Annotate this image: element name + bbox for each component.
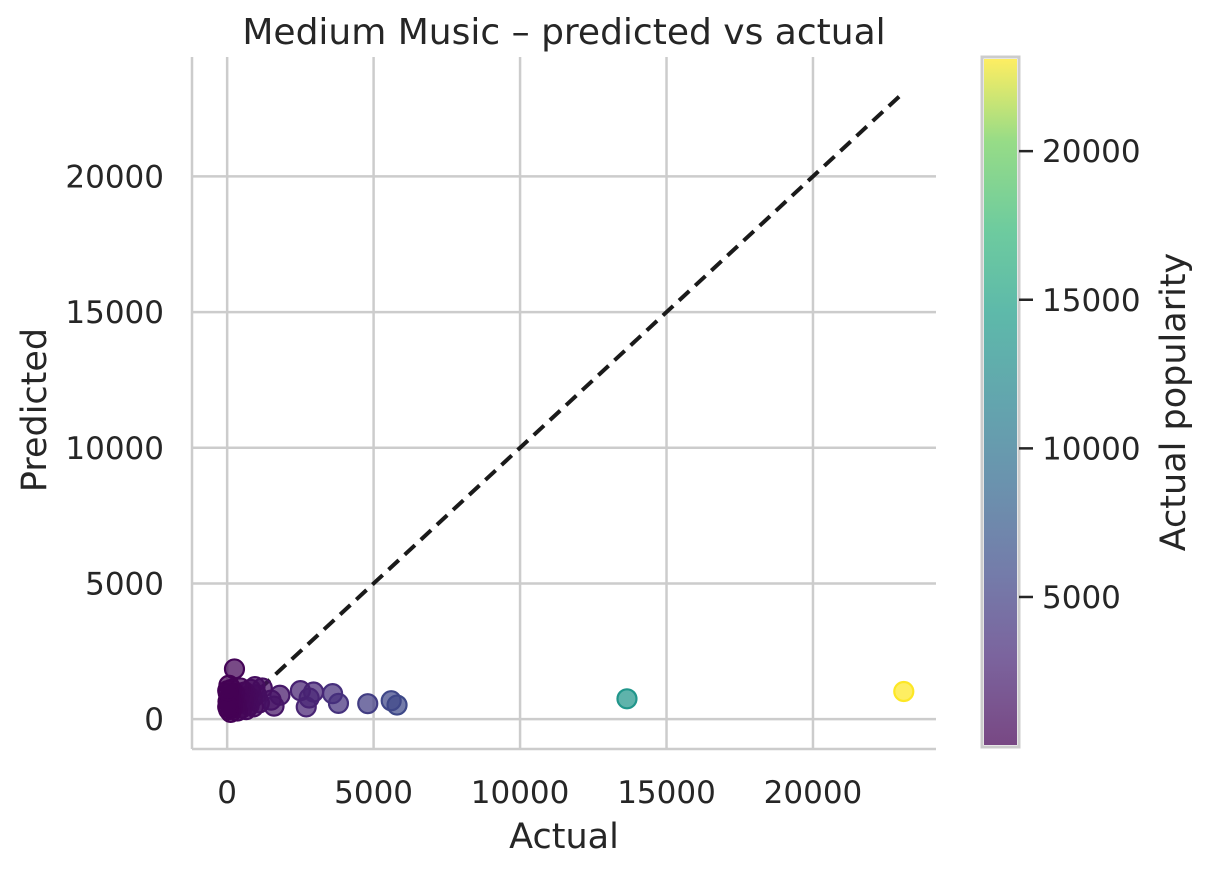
colorbar xyxy=(984,59,1017,745)
x-tick-label: 0 xyxy=(217,775,237,811)
colorbar-tick-label: 20000 xyxy=(1042,134,1141,170)
colorbar-label: Actual popularity xyxy=(1154,253,1194,552)
colorbar-tick-label: 10000 xyxy=(1042,431,1141,467)
data-points xyxy=(217,658,915,723)
scatter-point xyxy=(893,680,915,703)
colorbar-tick-label: 15000 xyxy=(1042,283,1141,319)
colorbar-frame xyxy=(980,55,1021,749)
identity-reference-line xyxy=(225,90,906,721)
y-tick-label: 10000 xyxy=(65,431,164,467)
x-tick-labels: 0 5000 10000 15000 20000 xyxy=(217,775,862,811)
colorbar-tick-label: 5000 xyxy=(1042,580,1121,616)
scatter-point xyxy=(380,690,402,712)
y-axis-title: Predicted xyxy=(15,328,55,492)
colorbar-ticks: 5000 10000 15000 20000 xyxy=(1019,134,1141,616)
y-tick-label: 20000 xyxy=(65,159,164,195)
y-tick-label: 5000 xyxy=(85,566,164,602)
x-tick-label: 5000 xyxy=(334,775,413,811)
scatter-point xyxy=(357,693,379,715)
x-axis-title: Actual xyxy=(509,817,619,857)
x-tick-label: 10000 xyxy=(471,775,570,811)
scatter-point xyxy=(289,680,311,702)
y-tick-labels: 0 5000 10000 15000 20000 xyxy=(65,159,164,738)
y-tick-label: 0 xyxy=(144,702,164,738)
grid xyxy=(192,57,936,749)
scatter-point xyxy=(616,688,638,710)
chart-title: Medium Music – predicted vs actual xyxy=(242,12,885,53)
y-tick-label: 15000 xyxy=(65,295,164,331)
scatter-point xyxy=(217,680,239,702)
scatter-point xyxy=(321,683,344,705)
x-tick-label: 15000 xyxy=(617,775,716,811)
x-tick-label: 20000 xyxy=(764,775,863,811)
